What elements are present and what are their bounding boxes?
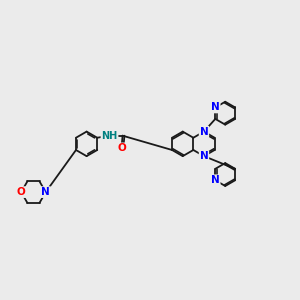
Text: O: O [17,187,26,197]
Text: NH: NH [101,131,118,141]
Text: N: N [41,187,50,197]
Text: O: O [118,143,127,153]
Text: N: N [200,151,208,161]
Text: N: N [200,127,208,136]
Text: N: N [211,103,220,112]
Text: N: N [211,175,220,185]
